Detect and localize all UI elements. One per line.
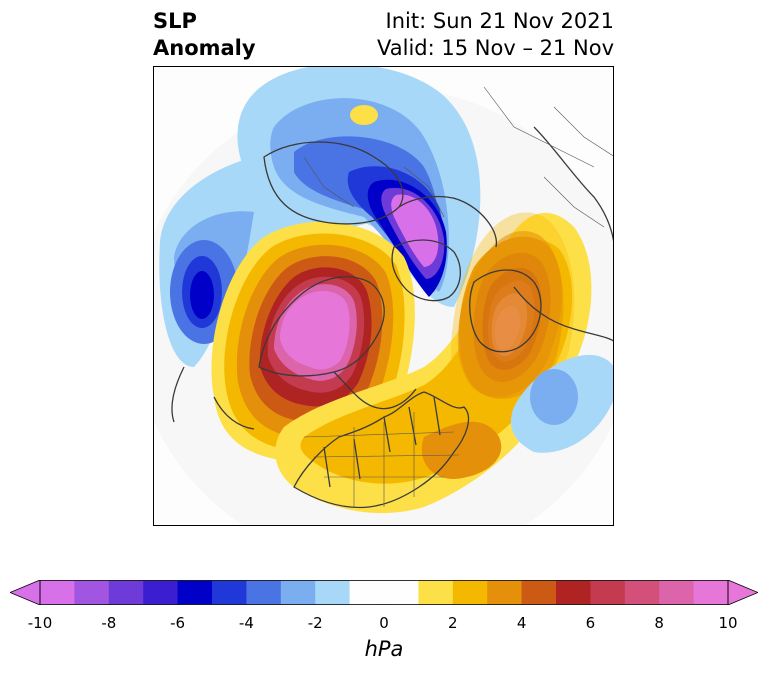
colorbar-bin	[556, 580, 591, 605]
colorbar-tick-label: 8	[654, 614, 664, 632]
chart-title: SLP Anomaly	[153, 8, 256, 62]
colorbar-bin	[143, 580, 179, 605]
map-canvas	[154, 67, 613, 525]
colorbar-bin	[452, 580, 488, 605]
init-date: Init: Sun 21 Nov 2021	[385, 9, 614, 33]
colorbar-tick-label: -2	[307, 614, 323, 632]
east-low-region	[510, 354, 613, 453]
arctic-high-blob	[350, 105, 378, 125]
arctic-low-region	[237, 67, 481, 307]
colorbar-bin	[418, 580, 454, 605]
colorbar-tick-label: 6	[585, 614, 596, 632]
colorbar-bin	[590, 580, 626, 605]
chart-dates: Init: Sun 21 Nov 2021 Valid: 15 Nov – 21…	[377, 8, 614, 62]
colorbar-bin	[487, 580, 523, 605]
colorbar-bin	[624, 580, 660, 605]
colorbar-bins	[40, 580, 729, 605]
colorbar-bin	[212, 580, 247, 605]
colorbar-under-arrow	[10, 580, 41, 605]
colorbar-bin	[246, 580, 282, 605]
colorbar-bin	[108, 580, 144, 605]
colorbar-tick-label: -6	[170, 614, 186, 632]
anomaly-map	[153, 66, 614, 526]
colorbar-bin	[74, 580, 110, 605]
coastlines	[171, 126, 613, 509]
colorbar-bin	[280, 580, 316, 605]
colorbar-unit: hPa	[364, 637, 404, 661]
colorbar-bin	[40, 580, 75, 605]
europe-high-region	[451, 212, 575, 412]
colorbar	[10, 580, 758, 605]
colorbar-tick-label: -4	[238, 614, 254, 632]
colorbar-tick-label: 10	[718, 614, 738, 632]
colorbar-bin	[315, 580, 351, 605]
colorbar-bin	[693, 580, 729, 605]
colorbar-bin	[521, 580, 557, 605]
valid-range: Valid: 15 Nov – 21 Nov	[377, 36, 614, 60]
colorbar-tick-label: -10	[27, 614, 53, 632]
title-kind: Anomaly	[153, 36, 256, 60]
colorbar-bin	[349, 580, 419, 605]
colorbar-bin	[177, 580, 213, 605]
colorbar-bin	[659, 580, 695, 605]
colorbar-tick-label: -8	[101, 614, 117, 632]
colorbar-tick-label: 2	[448, 614, 458, 632]
title-variable: SLP	[153, 9, 197, 33]
colorbar-tick-label: 4	[516, 614, 527, 632]
political-borders	[303, 86, 613, 507]
colorbar-over-arrow	[727, 580, 758, 605]
colorbar-tick-label: 0	[379, 614, 389, 632]
